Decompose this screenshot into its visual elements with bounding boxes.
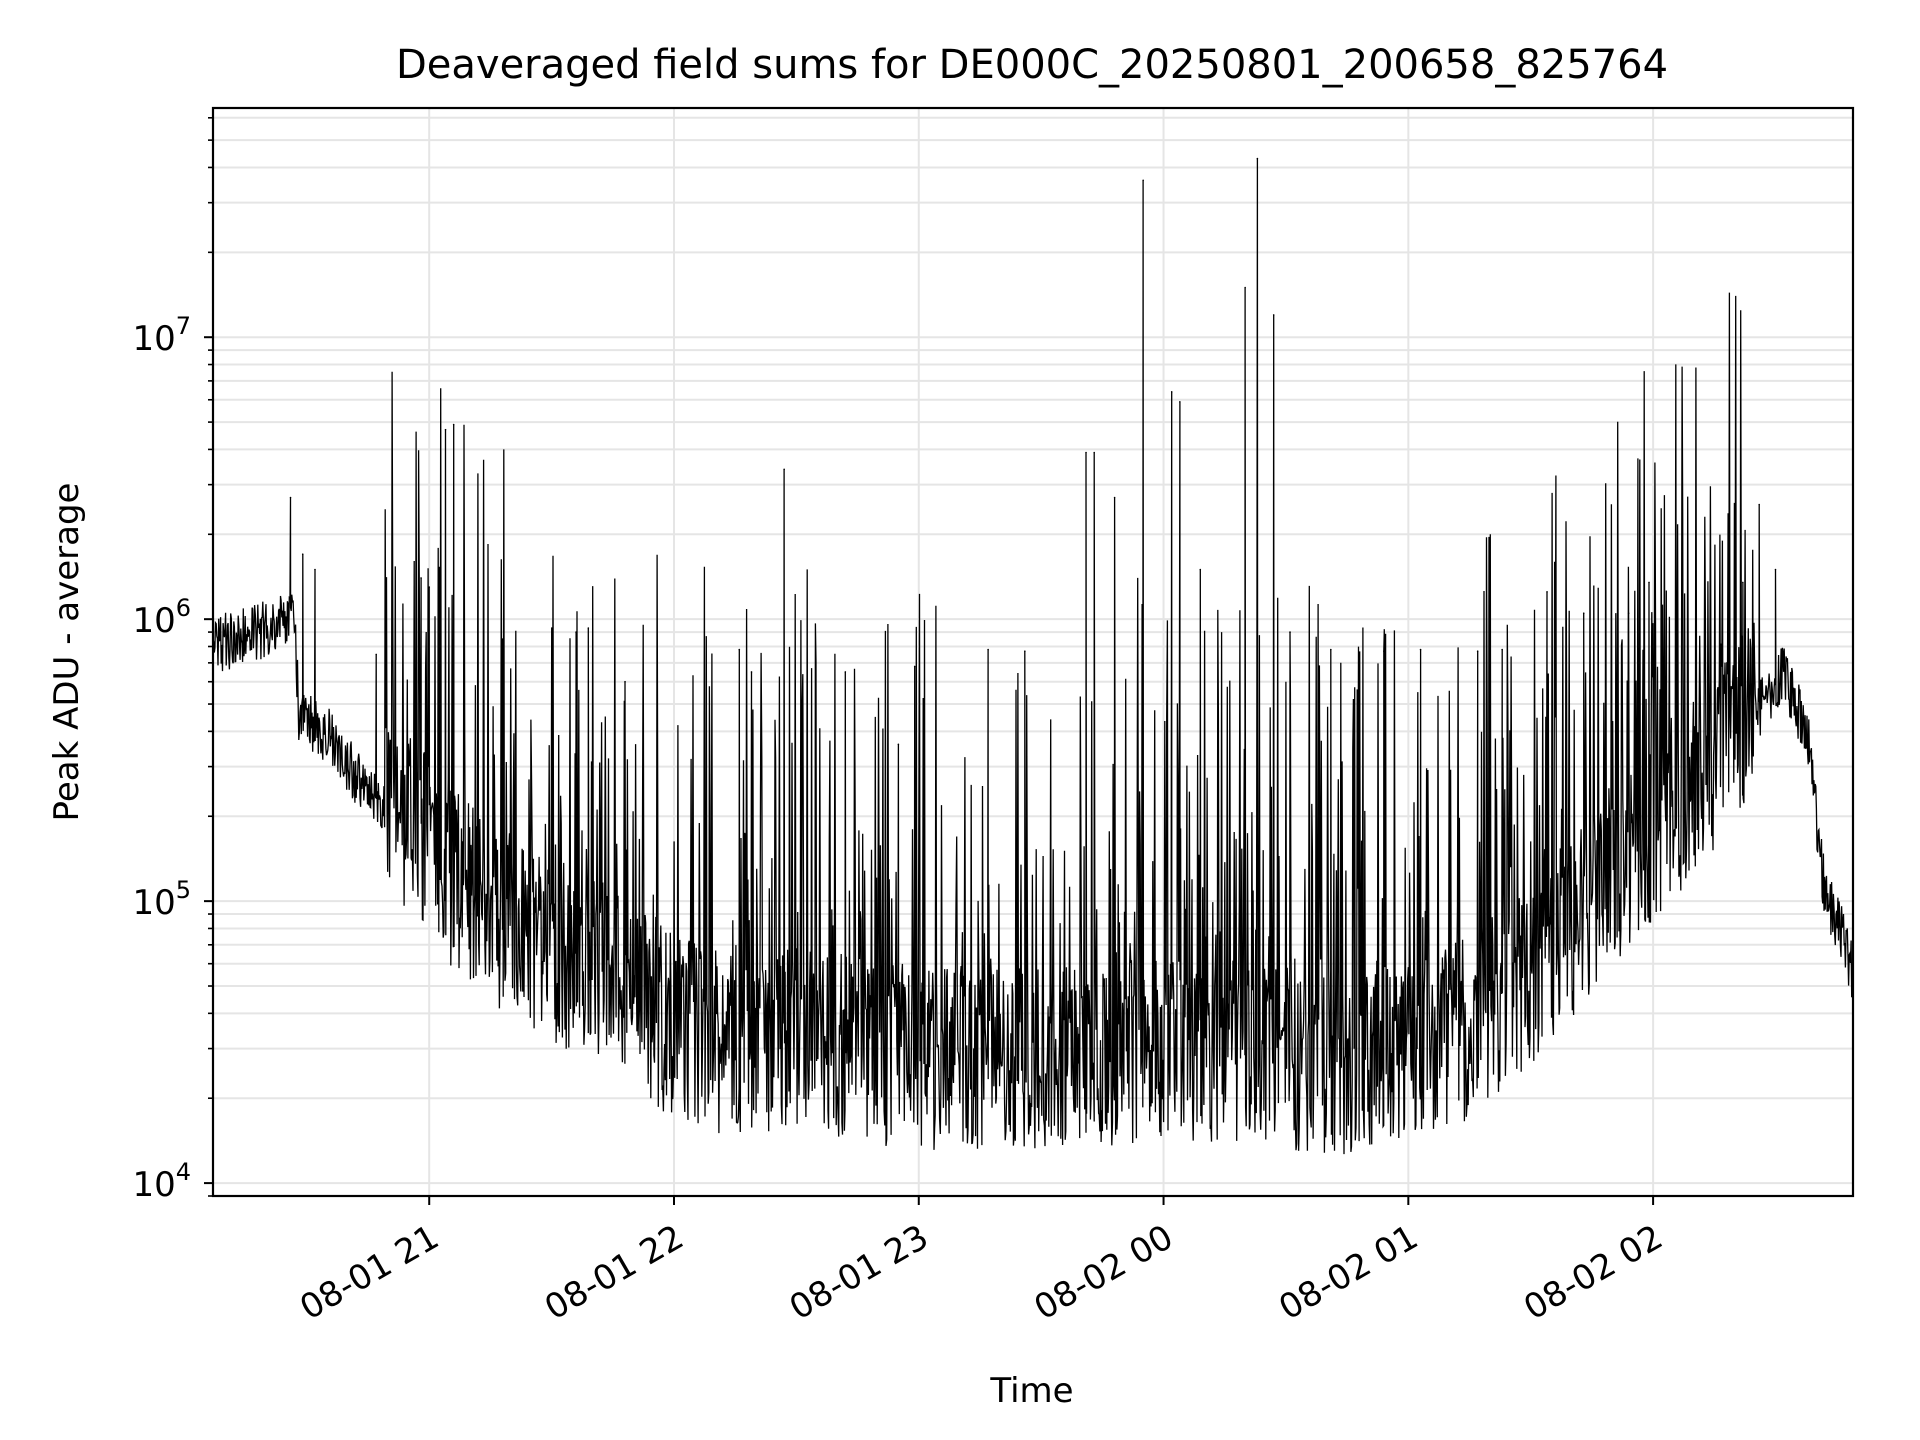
y-tick-label: 105 [132, 876, 191, 923]
spike-point [1179, 401, 1181, 403]
y-tick-exponent: 6 [176, 594, 191, 622]
spike-point [587, 627, 590, 629]
spike-point [1546, 591, 1548, 593]
spike-point [1627, 612, 1630, 614]
y-tick-exponent: 4 [176, 1158, 191, 1186]
chart-title: Deaveraged field sums for DE000C_2025080… [396, 42, 1668, 88]
spike-point [289, 496, 292, 499]
spike-point [1582, 612, 1585, 614]
y-tick-label: 106 [132, 594, 191, 641]
spike-point [1024, 650, 1026, 652]
plot-frame [211, 106, 1855, 1198]
spike-point [1501, 648, 1503, 651]
spike-point [444, 428, 447, 431]
spike-point [1085, 451, 1087, 454]
spike-point [1199, 568, 1202, 571]
spike-point [1142, 179, 1144, 182]
spike-point [1758, 503, 1760, 506]
spike-point [624, 680, 626, 683]
spike-point [750, 671, 753, 673]
spike-point [1476, 650, 1479, 652]
spike-point [420, 577, 422, 579]
spike-point [1244, 286, 1246, 289]
spike-point [1383, 650, 1385, 652]
spike-point [987, 648, 989, 651]
spike-point [501, 638, 504, 640]
spike-point [1774, 568, 1777, 571]
spike-point [738, 648, 741, 651]
spike-point [1742, 581, 1744, 584]
spike-point [844, 671, 847, 673]
spike-point [1330, 648, 1332, 651]
spike-point [314, 568, 316, 571]
spike-point [1419, 648, 1422, 651]
spike-point [913, 665, 916, 668]
series-line [212, 158, 1854, 1155]
y-tick-exponent: 7 [176, 312, 191, 340]
y-tick-label: 104 [132, 1158, 191, 1205]
x-axis-label: Time [989, 1371, 1073, 1411]
spike-point [783, 468, 785, 471]
y-tick-base: 10 [132, 319, 175, 359]
spike-point [1256, 157, 1259, 160]
data-layer [212, 157, 1854, 1155]
y-tick-label: 107 [132, 312, 191, 359]
y-tick-base: 10 [132, 1165, 175, 1205]
spike-point [1170, 391, 1173, 393]
spike-point [1289, 631, 1291, 633]
spike-point [897, 743, 900, 746]
spike-point [1093, 451, 1095, 454]
spike-point [428, 586, 431, 588]
y-tick-exponent: 5 [176, 876, 191, 904]
y-axis-label: Peak ADU - average [47, 483, 87, 822]
y-tick-base: 10 [132, 601, 175, 641]
spike-point [1648, 581, 1650, 584]
spike-point [1272, 314, 1275, 316]
spike-point [1113, 496, 1116, 499]
spike-point [452, 423, 455, 426]
spike-point [575, 631, 577, 633]
spike-point [375, 653, 377, 656]
spike-point [301, 553, 304, 555]
y-tick-base: 10 [132, 883, 175, 923]
